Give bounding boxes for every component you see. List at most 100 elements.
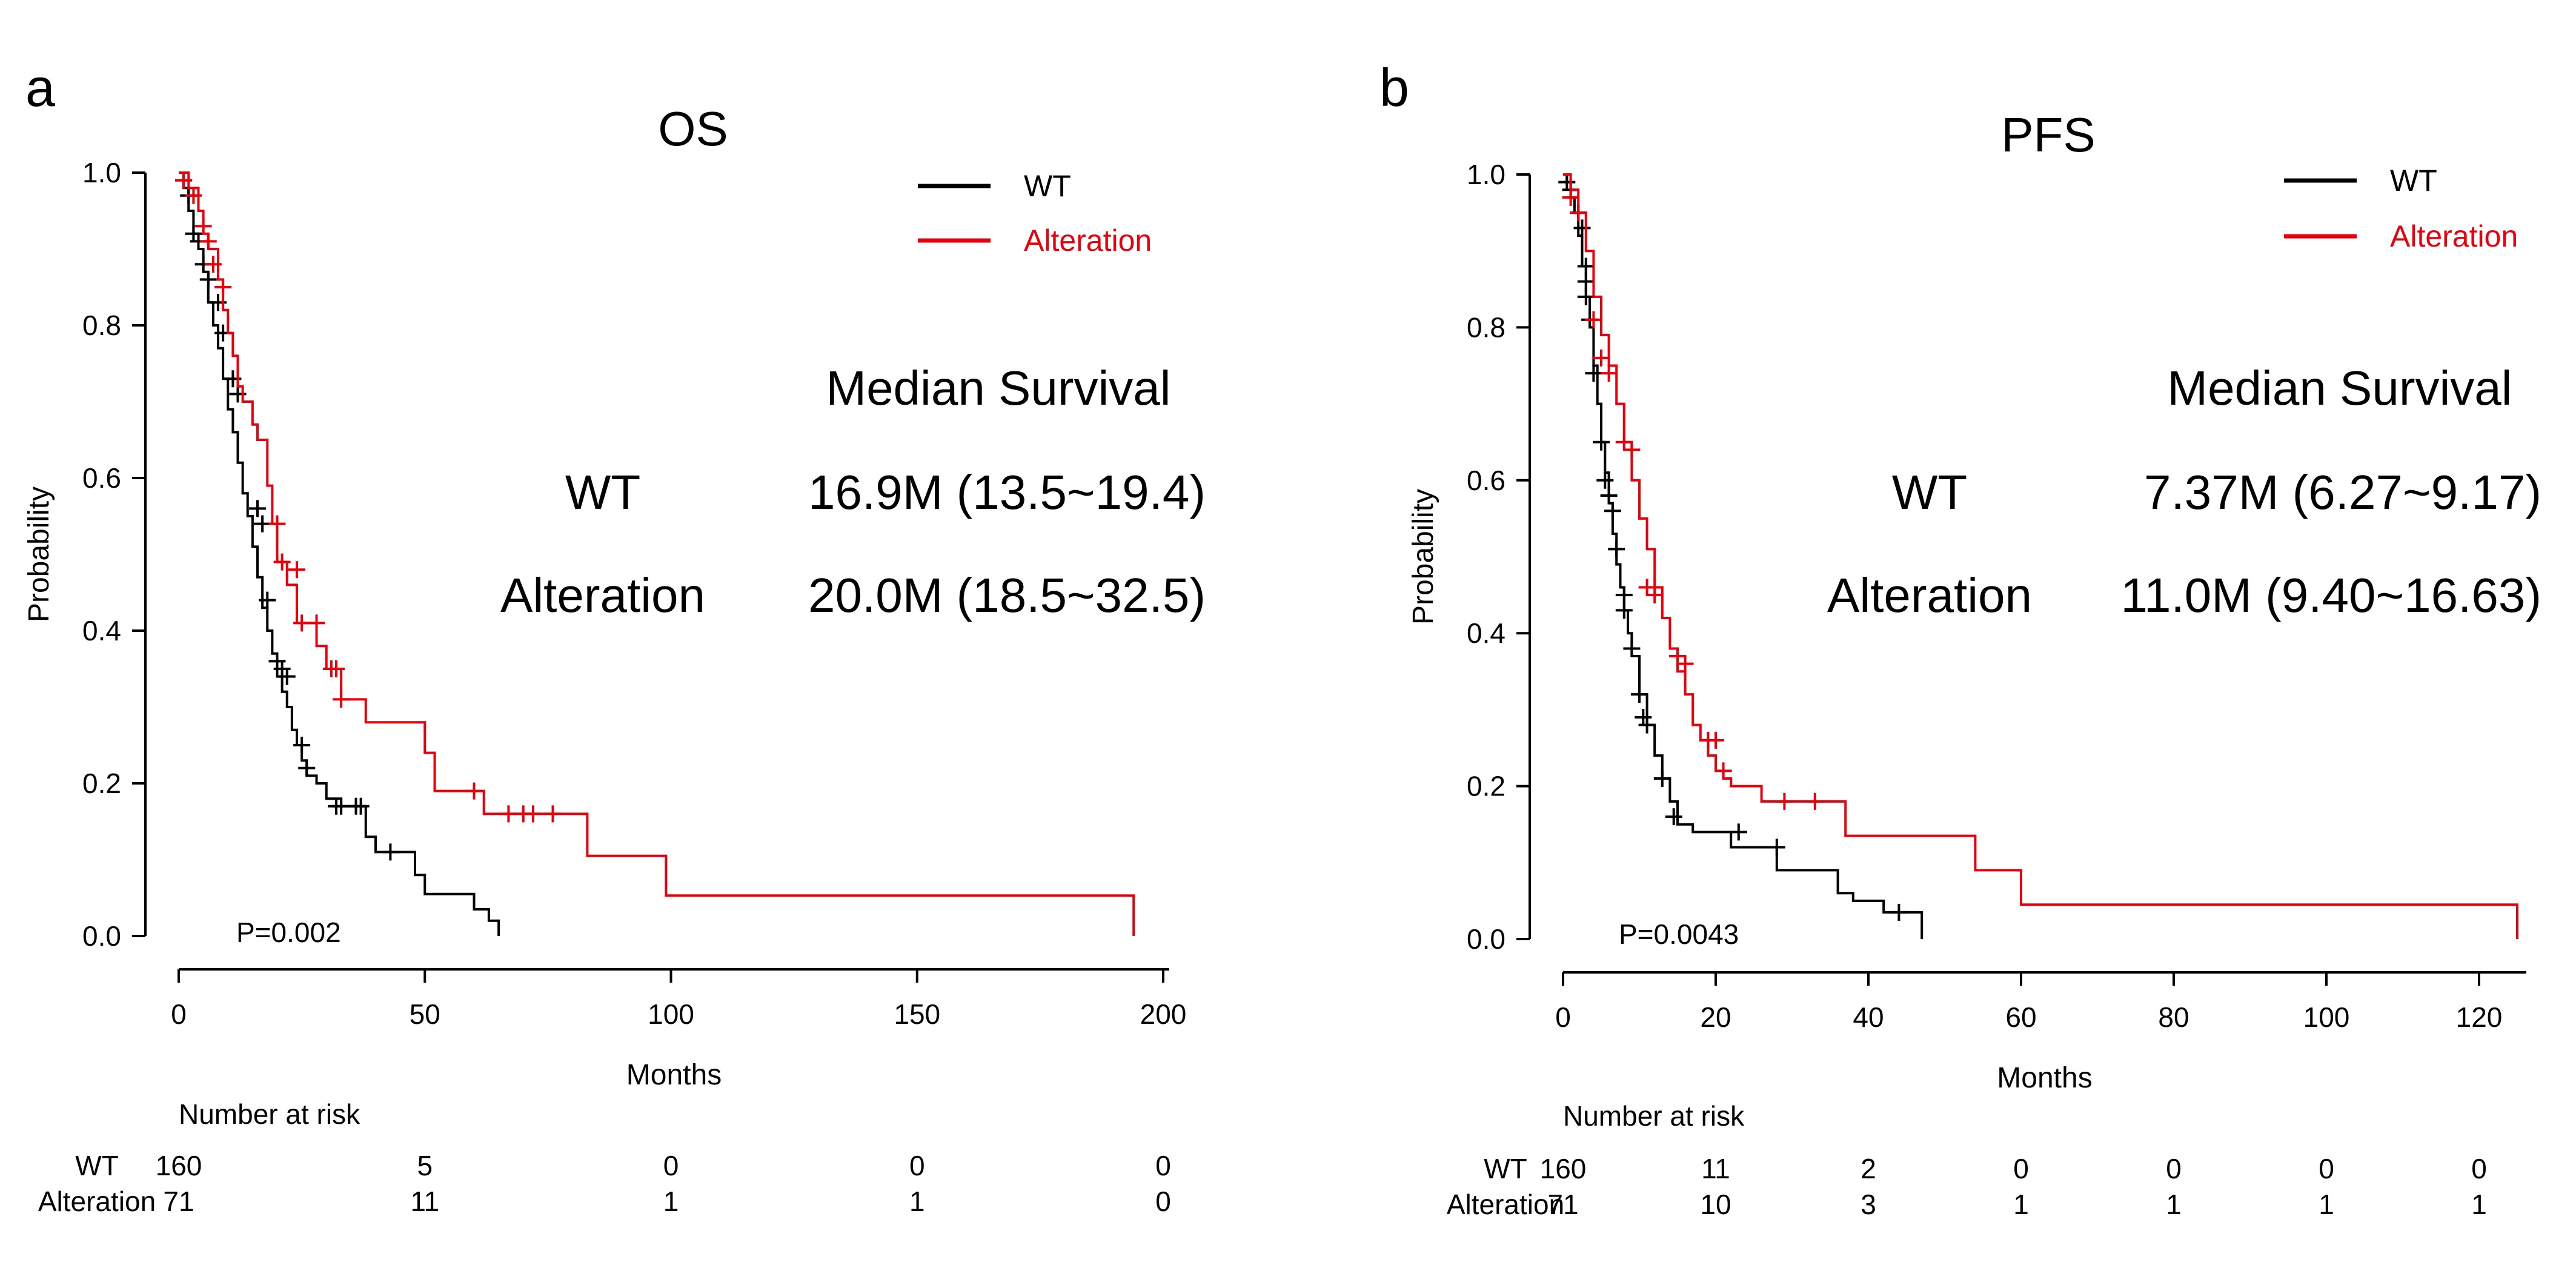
censor-mark [1593,433,1610,451]
censor-mark [185,187,202,204]
censor-mark [204,256,222,273]
y-tick-label: 0.6 [82,462,121,494]
y-tick-label: 0.6 [1467,465,1505,496]
legend-label: Alteration [2390,219,2518,253]
censor-mark [1776,792,1793,810]
censor-mark [1890,903,1908,921]
median-survival-value: 20.0M (18.5~32.5) [808,568,1206,622]
x-tick-label: 200 [1140,998,1187,1030]
censor-mark [1707,731,1724,749]
median-survival-value: 11.0M (9.40~16.63) [2120,568,2541,622]
censor-mark [352,797,370,815]
censor-mark [1623,441,1641,459]
censor-mark [1806,792,1824,810]
risk-table-count: 1 [2013,1189,2029,1220]
censor-mark [500,805,517,823]
risk-table-count: 1 [2166,1189,2182,1220]
censor-mark [278,668,296,685]
risk-table-count: 11 [1701,1153,1730,1184]
censor-mark [1558,173,1576,191]
censor-mark [1665,808,1682,826]
censor-mark [1604,502,1621,520]
x-tick-label: 40 [1853,1001,1884,1033]
p-value: P=0.002 [236,917,341,948]
chart-title: OS [658,102,728,156]
censor-mark [1577,257,1595,275]
x-tick-label: 120 [2456,1001,2503,1033]
censor-mark [1585,365,1602,382]
risk-table-count: 1 [663,1186,679,1217]
censor-mark [1573,219,1591,237]
risk-table-count: 71 [163,1186,194,1217]
censor-mark [1631,686,1648,703]
y-tick-label: 0.2 [1467,771,1505,802]
x-tick-label: 50 [410,998,440,1030]
x-tick-label: 60 [2005,1001,2036,1033]
censor-mark [1669,648,1686,665]
y-tick-label: 0.0 [82,920,121,952]
censor-mark [273,553,291,571]
censor-mark [1638,716,1656,734]
x-tick-label: 100 [648,998,694,1030]
median-survival-heading: Median Survival [826,361,1170,415]
x-tick-label: 0 [171,998,187,1030]
censor-mark [465,782,483,800]
risk-table-count: 1 [909,1186,925,1217]
censor-mark [214,279,232,296]
x-axis-label: Months [626,1059,722,1091]
series-line-alteration [1563,173,2518,939]
censor-mark [293,614,311,632]
y-tick-label: 0.4 [1467,617,1505,649]
legend-label: Alteration [1024,224,1152,257]
censor-mark [1615,586,1633,604]
censor-mark [382,843,399,861]
median-survival-value: 7.37M (6.27~9.17) [2144,465,2541,519]
risk-table-group: WT [1484,1153,1527,1184]
risk-table-count: 10 [1700,1189,1731,1220]
median-survival-group: Alteration [1827,568,2032,622]
risk-table-count: 0 [2471,1153,2487,1184]
risk-table-group: Alteration [1447,1189,1564,1220]
risk-table-count: 71 [1547,1189,1578,1220]
x-tick-label: 20 [1700,1001,1731,1033]
risk-table-group: WT [75,1150,119,1181]
x-tick-label: 0 [1555,1001,1571,1033]
censor-mark [328,660,345,677]
censor-mark [1596,471,1614,489]
censor-mark [1562,188,1579,206]
censor-mark [525,805,542,823]
censor-mark [1676,655,1694,672]
censor-mark [1608,540,1625,558]
censor-mark [1600,365,1618,382]
censor-mark [1638,579,1656,596]
censor-mark [259,591,276,609]
legend-label: WT [1024,169,1071,203]
censor-mark [1577,273,1595,290]
censor-mark [199,271,217,288]
censor-mark [1715,762,1732,780]
censor-mark [333,797,350,815]
censor-mark [308,614,325,632]
x-tick-label: 150 [894,998,940,1030]
censor-mark [1570,204,1587,222]
risk-table-count: 160 [156,1150,202,1181]
censor-mark [268,515,286,533]
censor-mark [293,737,311,754]
risk-table-count: 1 [2471,1189,2487,1220]
risk-table-count: 0 [2013,1153,2029,1184]
median-survival-group: WT [1892,465,1967,519]
censor-mark [1615,433,1633,451]
censor-mark [298,759,316,777]
censor-mark [1600,487,1618,505]
median-survival-group: Alteration [500,568,705,622]
y-tick-label: 1.0 [82,157,121,188]
censor-mark [1646,586,1664,604]
censor-mark [1635,709,1652,726]
y-axis-label: Probability [1407,489,1439,625]
censor-mark [1653,769,1671,787]
risk-table-count: 1 [2319,1189,2334,1220]
risk-table-heading: Number at risk [1563,1100,1745,1132]
censor-mark [1730,823,1747,841]
risk-table-count: 0 [2319,1153,2334,1184]
